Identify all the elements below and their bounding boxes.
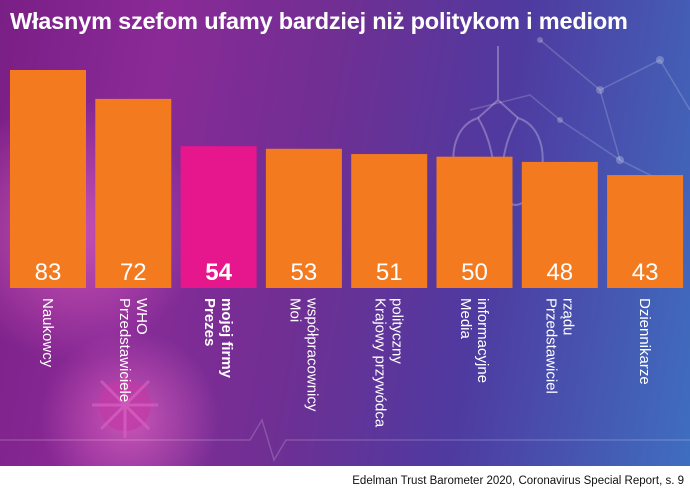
category-label-line: Krajowy przywódca	[372, 298, 389, 428]
category-label: Krajowy przywódca polityczny	[372, 298, 406, 428]
bar-value-label: 53	[291, 259, 318, 286]
bar-3	[180, 146, 257, 288]
chart-title: Własnym szefom ufamy bardziej niż polity…	[10, 8, 628, 34]
bar-value-label: 51	[376, 259, 403, 286]
bar-8	[607, 175, 684, 288]
category-label-line: Naukowcy	[39, 298, 56, 368]
category-label: Przedstawiciel rządu	[542, 298, 576, 394]
category-label-line: rządu	[559, 298, 576, 336]
bar-7	[521, 161, 598, 288]
category-label: Prezes mojej firmy	[201, 298, 235, 379]
bar-4	[265, 148, 342, 288]
category-label-line: Przedstawiciele	[116, 298, 133, 402]
bar-value-label: 50	[461, 259, 488, 286]
category-label-line: współpracownicy	[303, 297, 320, 412]
bar-value-label: 54	[205, 259, 232, 286]
category-label-line: Dziennikarze	[636, 298, 653, 385]
category-label-line: Przedstawiciel	[542, 298, 559, 394]
category-label: Przedstawiciele WHO	[116, 298, 150, 402]
category-label: Media informacyjne	[457, 298, 491, 383]
source-note: Edelman Trust Barometer 2020, Coronaviru…	[352, 475, 684, 487]
category-label: Moi współpracownicy	[286, 297, 320, 412]
category-label-line: Media	[457, 298, 474, 340]
virus-icon	[92, 372, 158, 438]
bar-value-label: 72	[120, 259, 147, 286]
bar-value-label: 83	[35, 259, 62, 286]
bar-6	[436, 156, 513, 288]
footer-strip	[0, 466, 690, 494]
category-label: Naukowcy	[39, 298, 56, 368]
bar-value-label: 43	[632, 259, 659, 286]
category-label-line: WHO	[133, 298, 150, 335]
bar-1	[10, 70, 86, 288]
category-label-line: Prezes	[201, 298, 218, 346]
bar-5	[351, 154, 428, 288]
category-label-line: informacyjne	[474, 298, 491, 383]
bar-value-label: 48	[546, 259, 573, 286]
category-label-line: polityczny	[389, 298, 406, 364]
category-label-line: mojej firmy	[218, 298, 235, 379]
bar-2	[95, 98, 172, 288]
category-label: Dziennikarze	[636, 298, 653, 385]
category-label-line: Moi	[286, 298, 303, 322]
